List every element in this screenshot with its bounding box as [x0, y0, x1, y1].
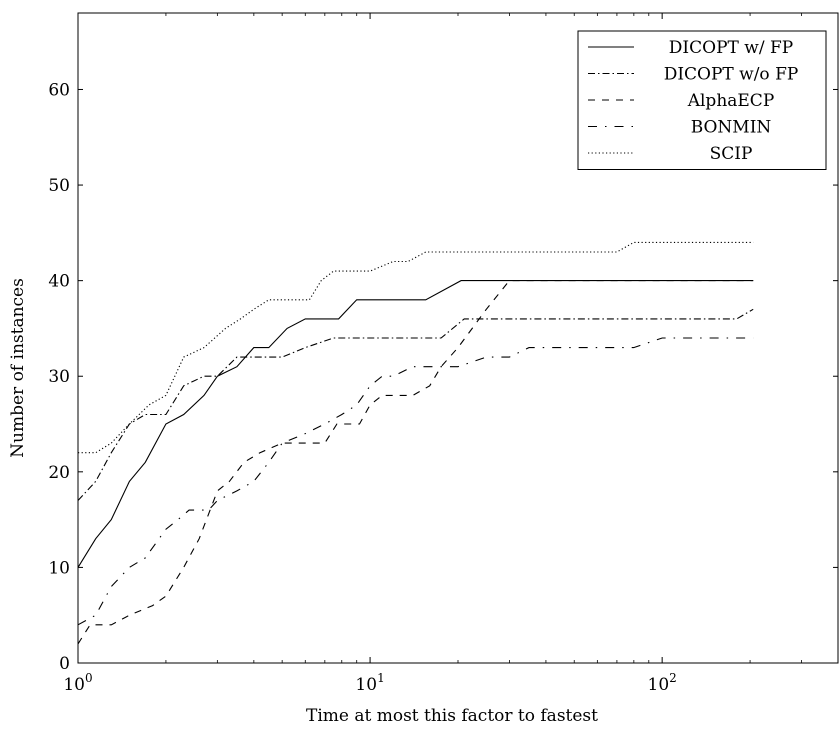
legend-label-5: SCIP — [710, 144, 753, 164]
y-tick-label: 50 — [48, 176, 70, 196]
y-tick-label: 30 — [48, 367, 70, 387]
legend-label-1: DICOPT w/ FP — [669, 38, 793, 58]
y-tick-label: 10 — [48, 558, 70, 578]
y-tick-label: 60 — [48, 80, 70, 100]
x-axis-label: Time at most this factor to fastest — [306, 706, 598, 726]
y-tick-label: 0 — [59, 654, 70, 674]
legend: DICOPT w/ FP DICOPT w/o FP AlphaECP BONMIN S… — [577, 30, 827, 170]
series-layer — [77, 241, 754, 645]
series-line-5 — [78, 241, 754, 454]
series-line-2 — [77, 308, 754, 501]
y-tick-label: 20 — [48, 463, 70, 483]
y-tick-label: 40 — [48, 272, 70, 292]
x-tick-label: 101 — [355, 671, 384, 695]
series-line-1 — [77, 280, 754, 568]
legend-label-2: DICOPT w/o FP — [664, 65, 799, 85]
legend-label-4: BONMIN — [691, 118, 772, 138]
x-tick-label: 102 — [648, 671, 677, 695]
series-line-4 — [77, 337, 754, 626]
x-tick-label: 100 — [63, 671, 92, 695]
y-axis-label: Number of instances — [8, 278, 28, 458]
axes-layer: 0 10 20 30 40 50 60 100 101 102 — [48, 13, 839, 695]
legend-label-3: AlphaECP — [687, 91, 775, 111]
series-line-3 — [77, 280, 754, 645]
